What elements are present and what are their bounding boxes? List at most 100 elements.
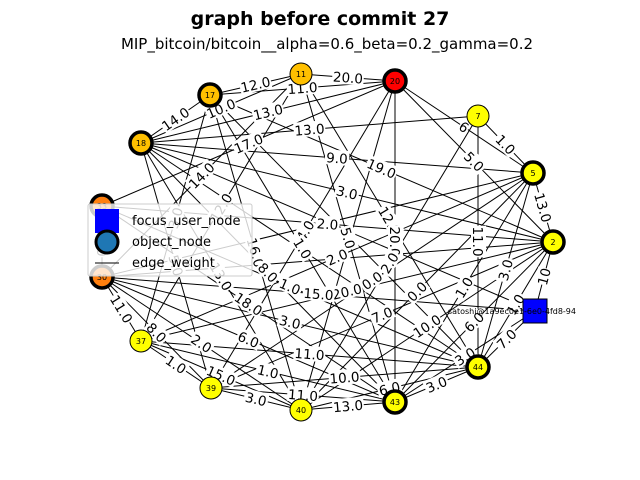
node-label: 43 bbox=[390, 398, 400, 407]
edge-weight-label: 2.0 bbox=[187, 330, 217, 357]
object-node-20[interactable]: 20 bbox=[382, 68, 408, 94]
node-circle bbox=[520, 160, 546, 186]
edge-weight-label: 11.0 bbox=[293, 344, 326, 364]
edge-weight-label: 13.0 bbox=[250, 100, 286, 124]
edge-weight-bg bbox=[203, 94, 239, 122]
node-circle bbox=[465, 354, 491, 380]
edge-weight-text: 10.0 bbox=[329, 369, 360, 387]
node-label: 11 bbox=[296, 70, 306, 79]
node-label: 2 bbox=[550, 238, 555, 247]
edge-weight-text: 13.0 bbox=[530, 191, 554, 224]
edge-weight-bg bbox=[328, 368, 361, 386]
edge-weight-label: 10.0 bbox=[328, 368, 361, 388]
edge-weight-bg bbox=[231, 288, 267, 319]
edge-weight-text: 1.0 bbox=[162, 353, 189, 378]
edge-weight-text: 20.0 bbox=[386, 226, 402, 256]
edge-weight-bg bbox=[276, 311, 304, 332]
node-circle bbox=[289, 398, 313, 422]
edge-weight-label: 20.0 bbox=[386, 225, 403, 258]
edge-weight-label: 2.0 bbox=[322, 244, 351, 270]
node-label: 39 bbox=[206, 384, 216, 393]
edge-weight-bg bbox=[276, 274, 305, 298]
object-node-2[interactable]: 2 bbox=[540, 229, 566, 255]
edge-weight-text: 13.0 bbox=[294, 121, 325, 139]
edge-weight-text: 7.0 bbox=[369, 304, 395, 327]
object-node-18[interactable]: 18 bbox=[128, 130, 154, 156]
node-circle bbox=[382, 389, 408, 415]
edge-weight-text: 6.0 bbox=[235, 329, 261, 352]
edge-weight-bg bbox=[293, 120, 326, 138]
edge-weight-bg bbox=[162, 351, 191, 378]
edge-weight-label: 0.0 bbox=[357, 267, 386, 294]
node-label: 30 bbox=[97, 273, 107, 282]
edge-weight-text: 19.0 bbox=[364, 156, 398, 183]
edge-weight-text: 2.0 bbox=[324, 246, 350, 269]
object-node-7[interactable]: 7 bbox=[466, 104, 490, 128]
edge-weight-bg bbox=[329, 280, 364, 302]
object-node-37[interactable]: 37 bbox=[129, 329, 153, 353]
object-node-40[interactable]: 40 bbox=[289, 398, 313, 422]
edge-weight-bg bbox=[254, 360, 282, 382]
edge-weight-text: 1.0 bbox=[492, 132, 518, 159]
object-node-44[interactable]: 44 bbox=[465, 354, 491, 380]
object-node-17[interactable]: 17 bbox=[197, 82, 223, 108]
edge-weight-text: 7.0 bbox=[494, 326, 521, 352]
edge-weight-label: 1.0 bbox=[254, 360, 282, 383]
edge-weight-text: 11.0 bbox=[287, 80, 318, 98]
edge-weight-label: 19.0 bbox=[364, 154, 400, 183]
node-circle bbox=[197, 82, 223, 108]
edge-weight-label: 1.0 bbox=[450, 273, 477, 302]
edge-weight-bg bbox=[388, 225, 403, 258]
edge-weight-bg bbox=[324, 149, 350, 166]
edge-weight-label: 1.0 bbox=[276, 274, 305, 299]
edge-weight-bg bbox=[157, 103, 193, 134]
figure-subtitle: MIP_bitcoin/bitcoin__alpha=0.6_beta=0.2_… bbox=[121, 35, 533, 54]
edge-weight-text: 3.0 bbox=[334, 183, 359, 204]
edge-weight-bg bbox=[286, 385, 320, 404]
edge-weight-text: 13.0 bbox=[332, 398, 363, 417]
edge-weight-bg bbox=[293, 344, 326, 363]
object-node-43[interactable]: 43 bbox=[382, 389, 408, 415]
edge-weight-label: 6.0 bbox=[234, 327, 263, 352]
edge-weight-bg bbox=[492, 324, 521, 353]
node-circle bbox=[382, 68, 408, 94]
edge-weight-label: 3.0 bbox=[333, 181, 361, 204]
edge-weight-bg bbox=[502, 290, 528, 319]
legend-box bbox=[87, 203, 253, 277]
edge-weight-text: 20.0 bbox=[332, 69, 363, 87]
legend-focus-label: focus_user_node bbox=[132, 214, 241, 229]
edge-weight-bg bbox=[357, 267, 386, 294]
edge-weight-bg bbox=[302, 284, 335, 303]
edge-weight-label: 15.0 bbox=[302, 284, 335, 304]
object-node-39[interactable]: 39 bbox=[199, 376, 223, 400]
object-node-5[interactable]: 5 bbox=[520, 160, 546, 186]
edge-weight-bg bbox=[402, 277, 431, 306]
focus-user-node[interactable]: satoshi@1a9ec0e1-6e0-4fd8-94 bbox=[448, 298, 576, 324]
node-circle bbox=[129, 329, 153, 353]
edge-weight-label: 3.0 bbox=[422, 372, 451, 397]
edge-weight-bg bbox=[409, 310, 445, 341]
edge-weight-label: 12.0 bbox=[238, 73, 273, 97]
legend-focus-marker bbox=[95, 209, 119, 233]
node-circle bbox=[289, 62, 313, 86]
edge-weight-bg bbox=[250, 100, 286, 123]
legend: focus_user_node object_node edge_weight bbox=[87, 203, 253, 277]
figure-title: graph before commit 27 bbox=[191, 8, 450, 30]
focus-node-label: satoshi@1a9ec0e1-6e0-4fd8-94 bbox=[448, 307, 576, 316]
legend-object-marker bbox=[94, 229, 120, 255]
edge-weight-bg bbox=[331, 396, 365, 415]
object-node-11[interactable]: 11 bbox=[289, 62, 313, 86]
edge-weight-label: 13.0 bbox=[331, 396, 365, 417]
edge-weight-bg bbox=[450, 273, 477, 302]
edge-weight-bg bbox=[534, 266, 553, 287]
edge-weight-bg bbox=[367, 302, 396, 327]
edge-weight-label: 11.0 bbox=[469, 225, 486, 258]
edge-weight-bg bbox=[364, 154, 400, 182]
legend-edge-label: edge_weight bbox=[132, 256, 215, 271]
edge-weight-label: 20.0 bbox=[331, 68, 365, 88]
edge-weight-bg bbox=[230, 129, 266, 157]
edge-weight-bg bbox=[322, 244, 351, 269]
edge-weight-bg bbox=[314, 215, 341, 232]
node-label: 18 bbox=[136, 139, 146, 148]
